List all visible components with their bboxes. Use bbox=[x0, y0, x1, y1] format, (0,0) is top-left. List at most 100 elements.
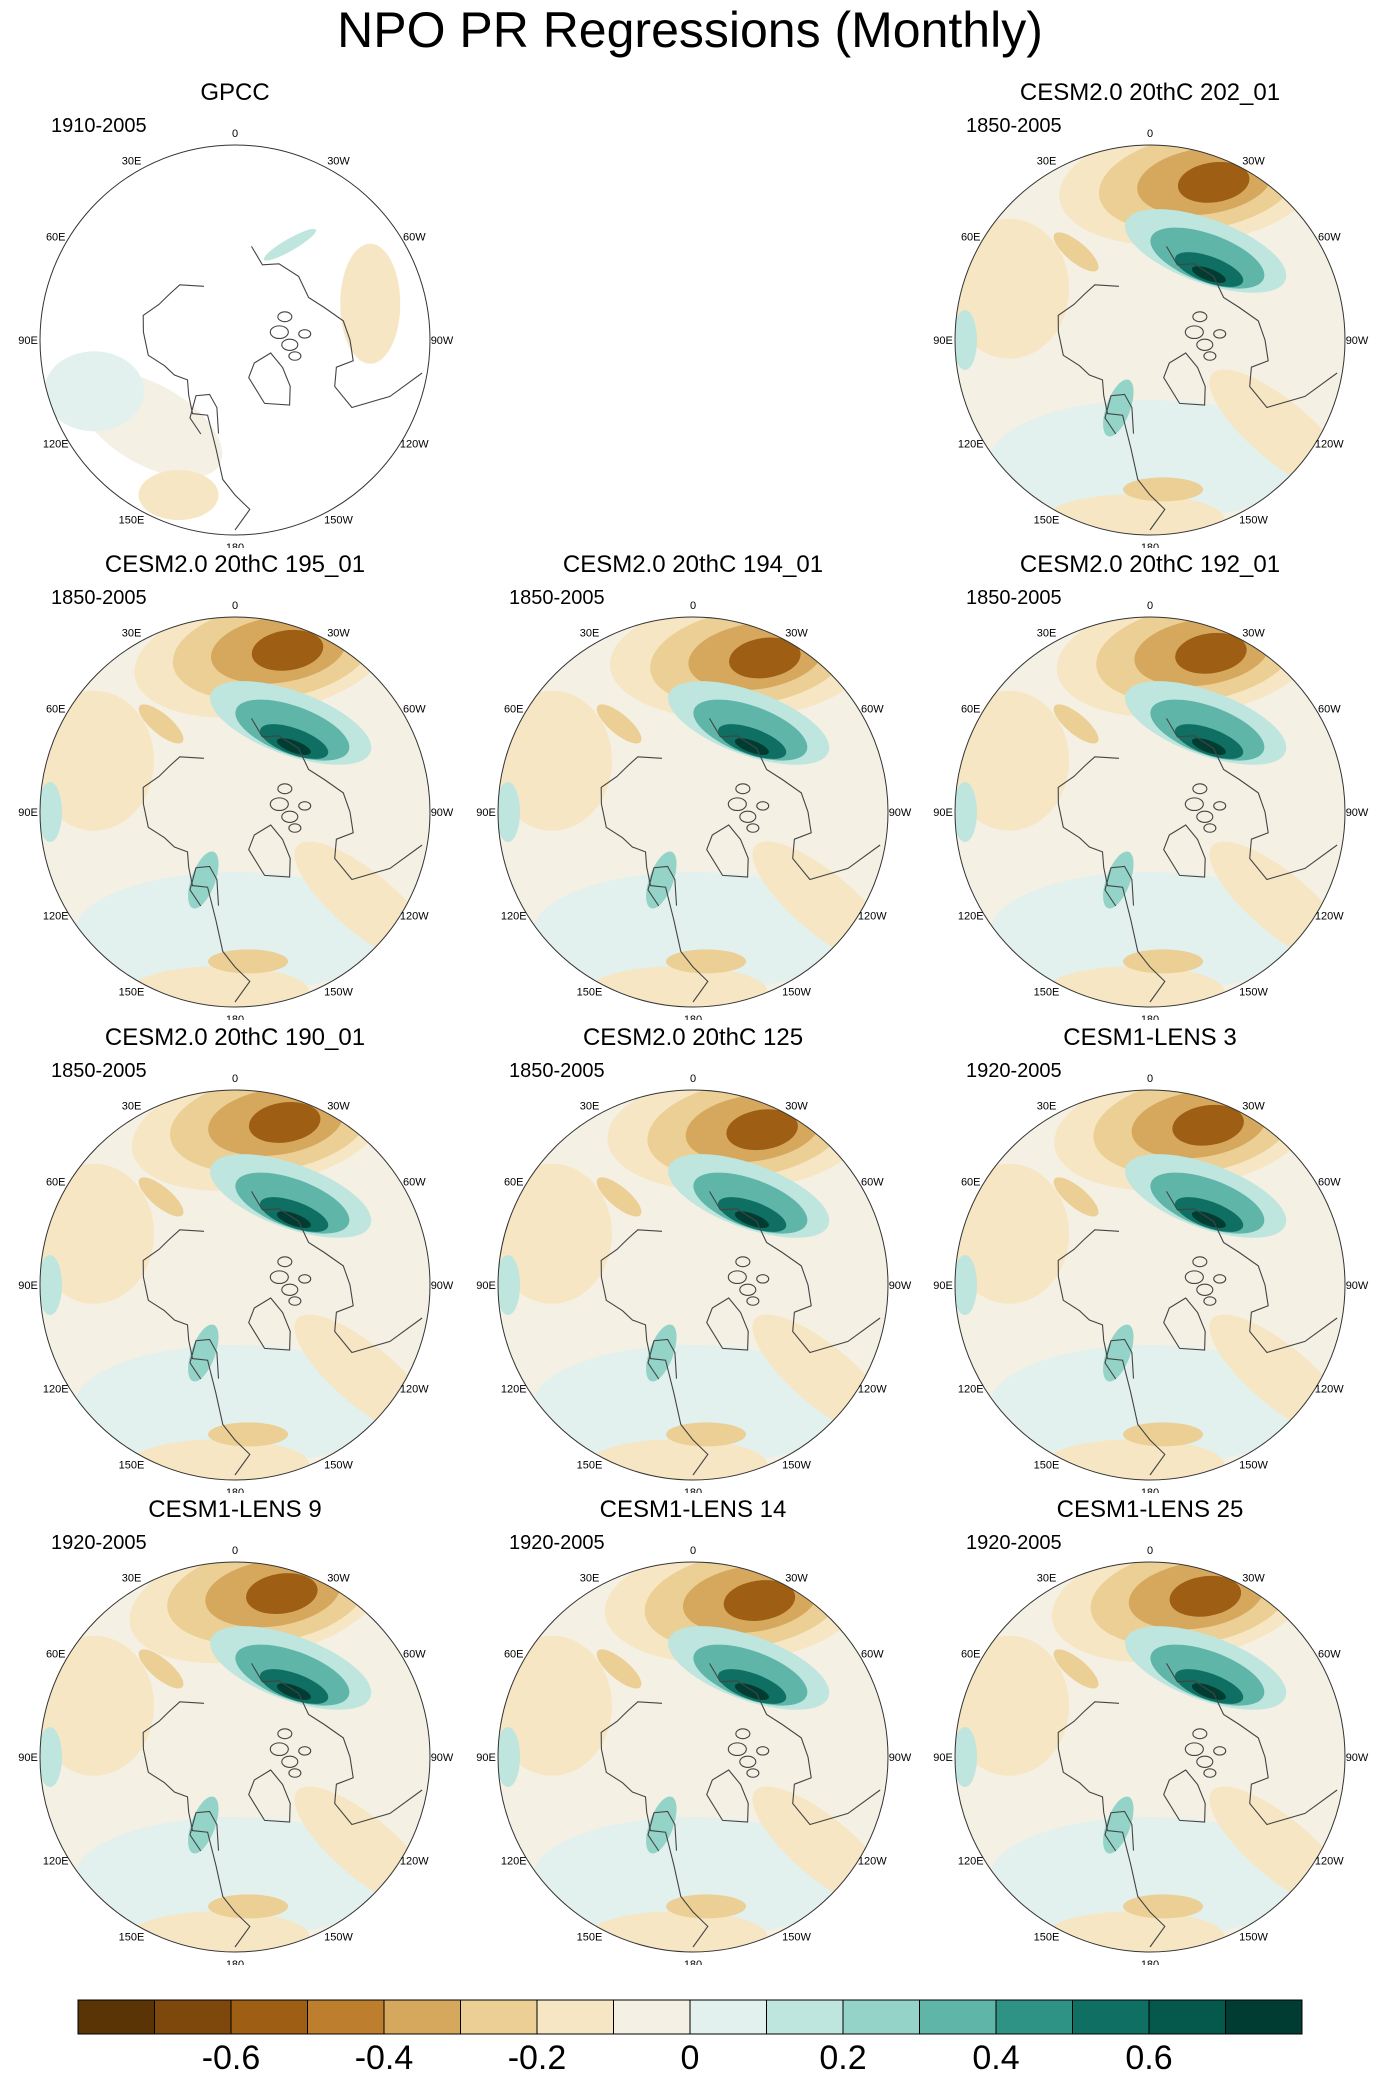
island-outline bbox=[269, 325, 289, 340]
field-layer bbox=[40, 145, 430, 535]
longitude-tick-label: 90E bbox=[933, 1280, 953, 1292]
weak-negative-band bbox=[498, 1635, 613, 1776]
island-outline bbox=[1213, 1274, 1227, 1284]
weak-negative-band bbox=[955, 690, 1070, 831]
north-america-coastline bbox=[1166, 1191, 1338, 1354]
longitude-tick-label: 90W bbox=[889, 807, 912, 819]
longitude-tick-label: 60E bbox=[46, 232, 66, 244]
eurasia-coastline bbox=[600, 1229, 709, 1476]
scandinavia-positive bbox=[646, 1324, 677, 1382]
longitude-tick-label: 120W bbox=[858, 1856, 887, 1868]
polar-map: 180 150E 120E 90E 60E 30E 0 30W 60W 90W 120W 150W bbox=[18, 600, 454, 1020]
longitude-tick-label: 150E bbox=[1034, 1459, 1060, 1471]
colorbar-swatch bbox=[766, 2000, 844, 2034]
map-border bbox=[39, 616, 431, 1008]
map-panel: 180 150E 120E 90E 60E 30E 0 30W 60W 90W 120W 150W CE… bbox=[930, 550, 1370, 1020]
longitude-tick-label: 180 bbox=[226, 1959, 244, 1965]
longitude-tick-label: 90W bbox=[431, 1280, 454, 1292]
field-layer bbox=[955, 1562, 1345, 1952]
island-outline bbox=[288, 823, 302, 833]
panel-period: 1850-2005 bbox=[51, 1060, 147, 1082]
longitude-tick-label: 30E bbox=[1037, 156, 1057, 168]
island-outline bbox=[727, 1270, 747, 1285]
pacific-positive-center bbox=[276, 1683, 311, 1700]
longitude-tick-label: 120W bbox=[400, 1856, 429, 1868]
longitude-tick-label: 0 bbox=[690, 1073, 696, 1085]
scandinavia-coastline bbox=[647, 865, 678, 907]
panel-title: GPCC bbox=[200, 79, 270, 106]
north-america-coastline bbox=[251, 1191, 423, 1354]
scandinavia-coastline bbox=[1104, 865, 1135, 907]
weak-positive-spot bbox=[955, 310, 977, 370]
island-outline bbox=[735, 1256, 751, 1268]
weak-positive-spot bbox=[955, 1727, 977, 1787]
colorbar-swatch bbox=[307, 2000, 385, 2034]
island-outline bbox=[288, 351, 302, 361]
panel-period: 1920-2005 bbox=[966, 1060, 1062, 1082]
greenland-coastline bbox=[248, 824, 291, 878]
weak-negative-band bbox=[40, 690, 155, 831]
colorbar-tick-label: -0.2 bbox=[508, 2039, 567, 2077]
field-layer bbox=[498, 617, 888, 1007]
island-outline bbox=[277, 783, 293, 795]
scandinavia-positive bbox=[1103, 1324, 1134, 1382]
island-outline bbox=[1192, 1256, 1208, 1268]
weak-positive-band bbox=[75, 872, 395, 992]
pacific-positive-center bbox=[276, 1211, 311, 1228]
land-field bbox=[44, 351, 145, 432]
siberia-negative bbox=[138, 704, 184, 744]
longitude-tick-label: 180 bbox=[226, 1014, 244, 1020]
island-outline bbox=[746, 1768, 760, 1778]
map-border bbox=[954, 144, 1346, 536]
island-outline bbox=[1192, 783, 1208, 795]
longitude-tick-label: 150E bbox=[119, 1459, 145, 1471]
island-outline bbox=[298, 329, 312, 339]
atlantic-negative bbox=[666, 949, 747, 974]
map-panel: 180 150E 120E 90E 60E 30E 0 30W 60W 90W 120W 150W CE… bbox=[930, 78, 1370, 548]
longitude-tick-label: 90W bbox=[1346, 807, 1369, 819]
scandinavia-coastline bbox=[1104, 393, 1135, 435]
longitude-tick-label: 120E bbox=[958, 439, 984, 451]
panel-period: 1920-2005 bbox=[509, 1532, 605, 1554]
north-america-coastline bbox=[709, 718, 881, 881]
colorbar-swatch bbox=[384, 2000, 461, 2034]
greenland-coastline bbox=[706, 1769, 749, 1823]
longitude-tick-label: 120W bbox=[1315, 911, 1344, 923]
greenland-coastline bbox=[706, 1297, 749, 1351]
weak-positive-band bbox=[990, 1817, 1310, 1937]
longitude-tick-label: 120E bbox=[958, 1384, 984, 1396]
longitude-tick-label: 0 bbox=[232, 128, 238, 140]
longitude-tick-label: 60W bbox=[1318, 1649, 1341, 1661]
longitude-tick-label: 120E bbox=[43, 1856, 69, 1868]
scandinavia-positive bbox=[1103, 1796, 1134, 1854]
longitude-tick-label: 120E bbox=[43, 1384, 69, 1396]
north-america-coastline bbox=[251, 718, 423, 881]
field-layer bbox=[498, 1090, 888, 1480]
longitude-tick-label: 150W bbox=[782, 1931, 811, 1943]
map-border bbox=[954, 1089, 1346, 1481]
longitude-tick-label: 60E bbox=[961, 1177, 981, 1189]
field-layer bbox=[955, 617, 1345, 1007]
map-panel: 180 150E 120E 90E 60E 30E 0 30W 60W 90W 120W 150W CE… bbox=[473, 1023, 913, 1493]
colorbar-swatch bbox=[460, 2000, 538, 2034]
weak-positive-spot bbox=[40, 782, 62, 842]
island-outline bbox=[281, 1283, 299, 1296]
longitude-tick-label: 0 bbox=[690, 1545, 696, 1557]
longitude-tick-label: 180 bbox=[684, 1959, 702, 1965]
longitude-tick-label: 120E bbox=[501, 1384, 527, 1396]
scandinavia-coastline bbox=[647, 1338, 678, 1380]
polar-map: 180 150E 120E 90E 60E 30E 0 30W 60W 90W 120W 150W bbox=[476, 1073, 912, 1493]
scandinavia-coastline bbox=[1104, 1810, 1135, 1852]
scandinavia-coastline bbox=[189, 1338, 220, 1380]
north-america-coastline bbox=[709, 1663, 881, 1826]
longitude-tick-label: 120E bbox=[958, 1856, 984, 1868]
longitude-tick-label: 150W bbox=[1239, 1931, 1268, 1943]
pacific-negative-center bbox=[726, 1109, 798, 1151]
atlantic-negative bbox=[1123, 477, 1204, 502]
polar-map: 180 150E 120E 90E 60E 30E 0 30W 60W 90W 120W 150W bbox=[18, 1073, 454, 1493]
longitude-tick-label: 90W bbox=[431, 1752, 454, 1764]
polar-map: 180 150E 120E 90E 60E 30E 0 30W 60W 90W 120W 150W bbox=[933, 600, 1369, 1020]
map-panel: 180 150E 120E 90E 60E 30E 0 30W 60W 90W 120W 150W CE… bbox=[930, 1023, 1370, 1493]
longitude-tick-label: 0 bbox=[1147, 128, 1153, 140]
atlantic-negative bbox=[1123, 949, 1204, 974]
